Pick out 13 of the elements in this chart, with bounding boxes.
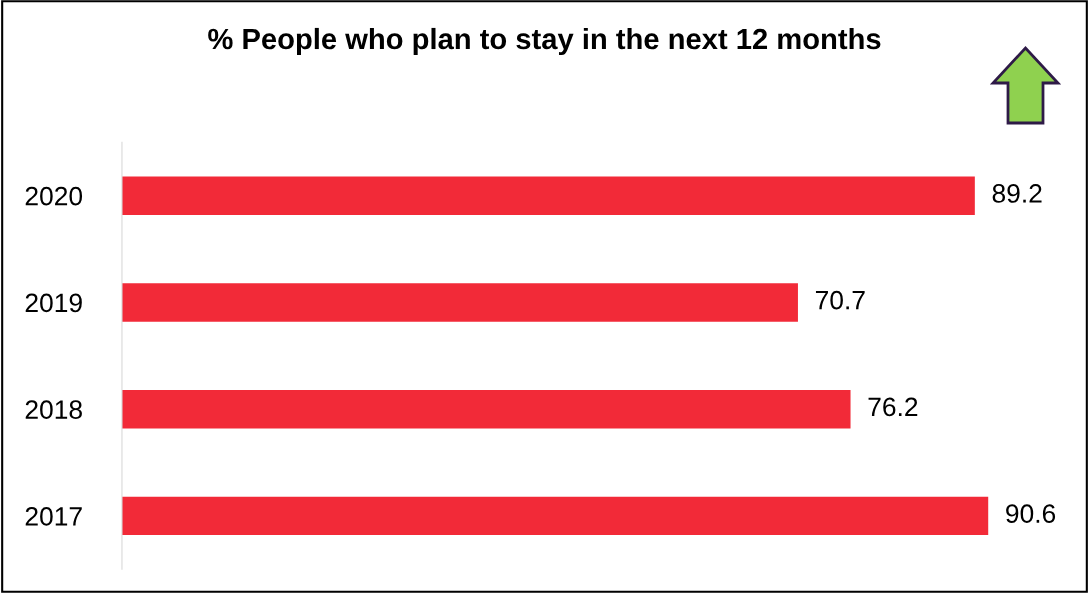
y-tick-label: 2017 — [25, 507, 82, 526]
data-label: 89.2 — [992, 184, 1042, 203]
bar — [121, 283, 798, 322]
data-label: 70.7 — [815, 290, 865, 310]
bar — [121, 496, 989, 536]
bar — [121, 176, 975, 215]
data-label: 90.6 — [1006, 504, 1056, 523]
y-tick-label: 2019 — [25, 293, 82, 313]
data-label: 76.2 — [868, 397, 918, 417]
y-tick-label: 2018 — [25, 400, 82, 419]
y-tick-label: 2020 — [25, 186, 83, 206]
bar — [121, 389, 851, 429]
chart-title: % People who plan to stay in the next 12 months — [208, 27, 881, 56]
